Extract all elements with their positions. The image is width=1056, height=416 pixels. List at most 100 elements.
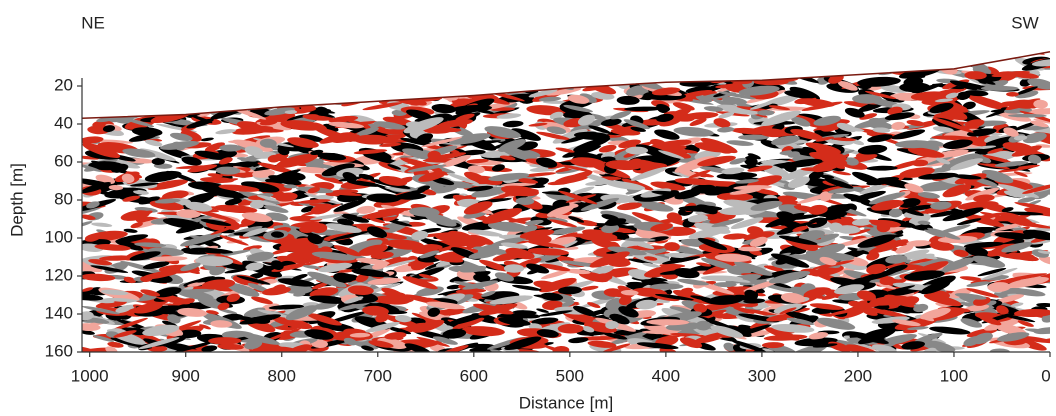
texture-blob: [141, 92, 183, 114]
x-tick-label: 900: [172, 366, 200, 385]
texture-blob: [820, 59, 837, 65]
texture-blob: [86, 62, 104, 72]
y-tick-label: 140: [45, 303, 73, 322]
texture-blob: [700, 51, 731, 66]
texture-blob: [330, 89, 361, 98]
texture-blob: [257, 64, 279, 74]
texture-blob: [132, 95, 154, 106]
texture-blob: [557, 44, 573, 53]
texture-blob: [843, 49, 857, 57]
texture-blob: [299, 76, 339, 94]
right-label: SW: [1011, 13, 1038, 32]
texture-blob: [343, 90, 361, 97]
texture-blob: [203, 41, 236, 55]
texture-blob: [115, 69, 148, 82]
texture-blob: [112, 68, 138, 77]
texture-blob: [190, 62, 217, 71]
texture-blob: [359, 47, 404, 64]
texture-blob: [271, 49, 292, 60]
texture-blob: [431, 53, 473, 63]
y-tick-label: 100: [45, 227, 73, 246]
texture-blob: [149, 102, 189, 113]
texture-blob: [572, 46, 597, 55]
texture-blob: [868, 59, 883, 65]
texture-blob: [151, 103, 193, 109]
texture-blob: [227, 64, 244, 78]
texture-blob: [98, 49, 117, 62]
texture-blob: [800, 62, 822, 77]
texture-blob: [901, 50, 943, 57]
texture-blob: [137, 60, 162, 65]
texture-blob: [370, 52, 405, 67]
texture-blob: [348, 75, 386, 87]
texture-blob: [129, 65, 152, 81]
texture-blob: [131, 55, 160, 70]
texture-blob: [290, 81, 319, 92]
texture-blob: [426, 61, 451, 72]
texture-blob: [333, 43, 365, 60]
texture-blob: [618, 55, 639, 66]
texture-blob: [954, 53, 976, 58]
texture-blob: [72, 68, 100, 82]
texture-blob: [362, 59, 378, 69]
texture-blob: [204, 44, 232, 53]
texture-blob: [667, 62, 707, 84]
texture-blob: [738, 68, 772, 79]
texture-blob: [111, 75, 152, 86]
texture-blob: [1003, 50, 1022, 57]
texture-blob: [459, 68, 498, 72]
texture-blob: [844, 52, 875, 67]
texture-blob: [201, 55, 238, 70]
texture-blob: [172, 90, 204, 104]
texture-blob: [720, 53, 744, 65]
texture-blob: [523, 75, 553, 84]
texture-blob: [250, 91, 274, 106]
texture-blob: [330, 83, 366, 94]
texture-blob: [134, 86, 166, 94]
x-tick-label: 400: [652, 366, 680, 385]
texture-blob: [663, 62, 695, 76]
texture-blob: [650, 68, 666, 75]
texture-blob: [210, 71, 232, 77]
texture-blob: [115, 72, 141, 78]
texture-blob: [396, 48, 431, 65]
texture-blob: [784, 56, 799, 68]
texture-blob: [115, 73, 128, 78]
texture-blob: [362, 69, 403, 80]
texture-blob: [741, 43, 780, 57]
texture-blob: [128, 106, 157, 111]
texture-blob: [675, 69, 697, 78]
texture-blob: [88, 47, 108, 54]
texture-blob: [107, 104, 122, 115]
texture-blob: [198, 86, 220, 95]
texture-blob: [812, 56, 855, 75]
texture-blob: [268, 54, 293, 66]
texture-blob: [371, 53, 392, 60]
texture-blob: [374, 74, 395, 80]
texture-blob: [307, 93, 345, 98]
texture-blob: [145, 92, 163, 102]
texture-blob: [744, 58, 784, 66]
texture-blob: [253, 76, 291, 87]
texture-blob: [237, 84, 251, 92]
texture-blob: [468, 45, 482, 53]
texture-blob: [300, 66, 344, 87]
texture-blob: [211, 75, 245, 88]
texture-blob: [369, 90, 400, 95]
texture-blob: [212, 80, 228, 91]
texture-blob: [772, 60, 808, 74]
texture-blob: [923, 43, 951, 57]
texture-blob: [75, 68, 105, 86]
texture-blob: [196, 53, 234, 69]
texture-blob: [815, 61, 853, 69]
texture-blob: [540, 48, 579, 58]
texture-blob: [129, 75, 147, 85]
texture-blob: [481, 48, 525, 70]
texture-blob: [274, 71, 318, 77]
x-axis-label: Distance [m]: [519, 393, 613, 412]
texture-blob: [784, 63, 810, 75]
texture-blob: [232, 72, 255, 79]
texture-blob: [709, 47, 738, 56]
texture-blob: [96, 75, 121, 85]
texture-blob: [165, 77, 179, 87]
